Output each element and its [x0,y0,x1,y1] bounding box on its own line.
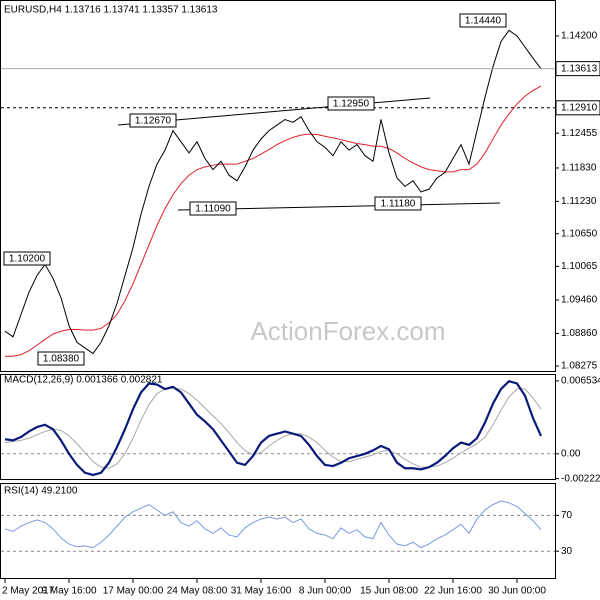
rsi-title: RSI(14) 49.2100 [4,486,78,497]
annotation-box [459,13,507,28]
x-tick-label: 9 May 16:00 [41,586,96,597]
annotation-box [374,196,422,211]
macd-panel [0,374,556,480]
y-tick-label: -0.002226 [561,473,600,484]
annotation-box [189,201,237,216]
x-tick-label: 8 Jun 00:00 [299,586,352,597]
annotation-box [37,351,85,366]
y-tick-label: 1.10650 [561,228,598,239]
annotation: 1.10200 [9,254,46,265]
x-tick-label: 2 May 2017 [2,586,55,597]
annotation-box [129,113,177,128]
y-tick-label: 1.10065 [561,261,598,272]
y-tick-label: 70 [561,510,573,521]
price-title: EURUSD,H4 1.13716 1.13741 1.13357 1.1361… [4,5,218,16]
x-tick-label: 22 Jun 16:00 [424,586,482,597]
series-line [4,380,543,477]
annotation: 1.11090 [195,204,231,215]
y-tick-label: 0.006534 [561,376,600,387]
x-tick-label: 15 Jun 08:00 [360,586,418,597]
series-line [4,387,542,469]
y-tick-label: 0.00 [561,448,581,459]
y-tick-label: 1.08860 [561,328,598,339]
annotation-box [3,251,51,266]
y-tick-label: 1.14200 [561,31,598,42]
price-panel [0,0,556,372]
series-line [4,29,542,355]
price-label-box [555,61,600,77]
y-tick-label: 1.09460 [561,295,598,306]
y-tick-label: 1.12455 [561,128,598,139]
current-price-label: 1.13613 [561,63,598,74]
watermark: ActionForex.com [250,316,445,346]
level-label: 1.12910 [561,102,598,113]
series-line [4,500,542,549]
y-tick-label: 1.11230 [561,196,597,207]
annotation: 1.11180 [381,199,416,210]
macd-title: MACD(12,26,9) 0.001366 0.002821 [4,375,163,386]
rsi-panel [0,483,556,579]
series-line [5,85,542,357]
y-tick-label: 1.11830 [561,163,597,174]
x-tick-label: 17 May 00:00 [103,586,164,597]
price-label-box [555,100,600,116]
annotation: 1.08380 [43,354,80,365]
y-tick-label: 30 [561,546,573,557]
annotation: 1.12670 [135,116,172,127]
annotation: 1.12950 [333,99,370,110]
x-tick-label: 31 May 16:00 [231,586,292,597]
y-tick-label: 1.08275 [561,361,598,372]
annotation-box [327,96,375,111]
annotation: 1.14440 [465,16,502,27]
x-tick-label: 30 Jun 00:00 [488,586,546,597]
x-tick-label: 24 May 08:00 [167,586,228,597]
